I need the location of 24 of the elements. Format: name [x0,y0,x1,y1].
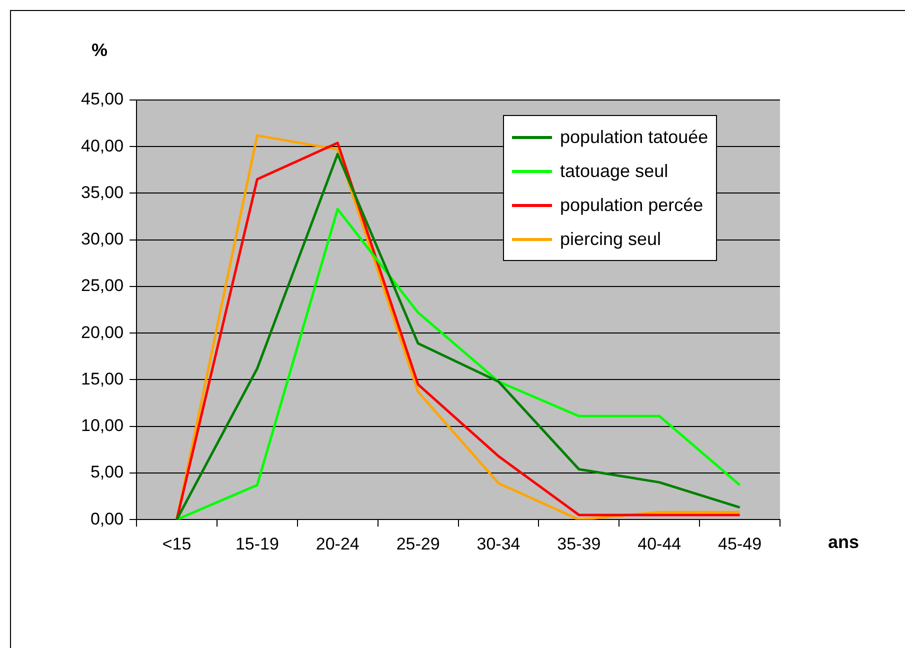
y-tick-label: 25,00 [80,276,124,296]
legend-label: population percée [560,194,704,216]
y-tick-label: 30,00 [80,230,124,249]
x-axis-title: ans [828,532,860,553]
y-tick-label: 40,00 [80,136,124,156]
x-tick-label: 20-24 [316,534,360,554]
x-tick-label: 40-44 [638,534,682,554]
x-tick-label: 25-29 [396,534,440,554]
y-tick-label: 5,00 [90,462,124,482]
legend-label: tatouage seul [560,160,668,182]
y-axis-title: % [92,40,108,61]
y-tick-label: 45,00 [80,90,124,109]
legend-label: population tatouée [560,126,708,148]
y-tick-label: 15,00 [80,369,124,388]
y-tick-label: 0,00 [90,509,124,528]
y-tick-label: 10,00 [80,416,124,436]
y-tick-label: 35,00 [80,182,124,202]
x-tick-label: 45-49 [718,534,762,554]
legend-label: piercing seul [560,228,662,250]
x-tick-label: 30-34 [476,534,520,554]
y-tick-label: 20,00 [80,322,124,342]
x-tick-label: 35-39 [557,534,601,554]
x-tick-label: 15-19 [235,534,279,554]
x-tick-label: <15 [162,534,192,554]
